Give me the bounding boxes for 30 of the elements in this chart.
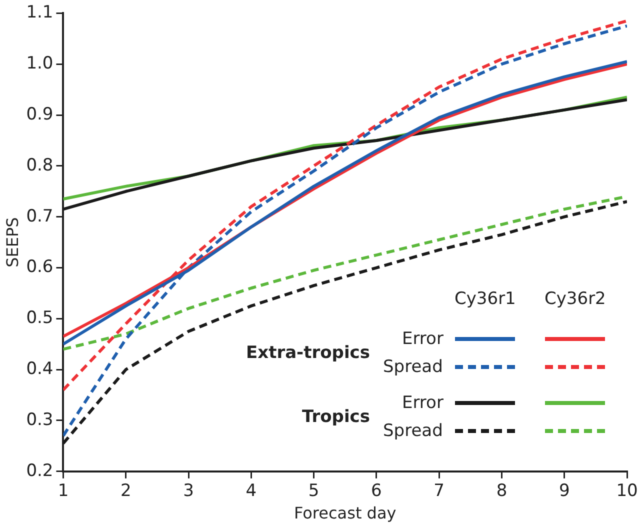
y-tick-label: 0.2 [26, 460, 54, 481]
x-tick-label: 5 [308, 481, 320, 502]
y-tick-label: 0.8 [26, 155, 54, 176]
y-tick-label: 0.9 [26, 104, 54, 124]
legend-label: Error [402, 328, 444, 349]
x-tick-label: 7 [434, 481, 444, 502]
annotation: Tropics [302, 406, 370, 427]
annotation: Cy36r1 [454, 288, 516, 309]
y-tick-label: 1.1 [26, 2, 54, 23]
x-tick-label: 8 [496, 481, 508, 502]
legend-label: Error [402, 392, 444, 413]
y-tick-label: 1.0 [26, 54, 54, 74]
x-tick-label: 3 [183, 481, 194, 502]
x-tick-label: 4 [246, 481, 257, 502]
y-tick-label: 0.4 [26, 359, 54, 379]
y-tick-label: 0.3 [26, 410, 54, 430]
x-tick-label: 2 [120, 481, 132, 502]
x-tick-label: 1 [58, 481, 69, 502]
annotation: Cy36r2 [544, 288, 606, 309]
y-tick-label: 0.6 [26, 257, 54, 278]
x-tick-label: 9 [558, 481, 570, 502]
annotation: Extra-tropics [246, 342, 370, 363]
legend-label: Spread [383, 356, 443, 377]
legend-label: Spread [383, 420, 443, 441]
y-tick-label: 0.5 [26, 308, 54, 328]
x-tick-label: 6 [371, 481, 382, 502]
y-axis-title: SEEPS [2, 217, 22, 268]
x-axis-title: Forecast day [294, 504, 396, 523]
y-tick-label: 0.7 [26, 206, 54, 226]
x-tick-label: 10 [616, 481, 638, 502]
